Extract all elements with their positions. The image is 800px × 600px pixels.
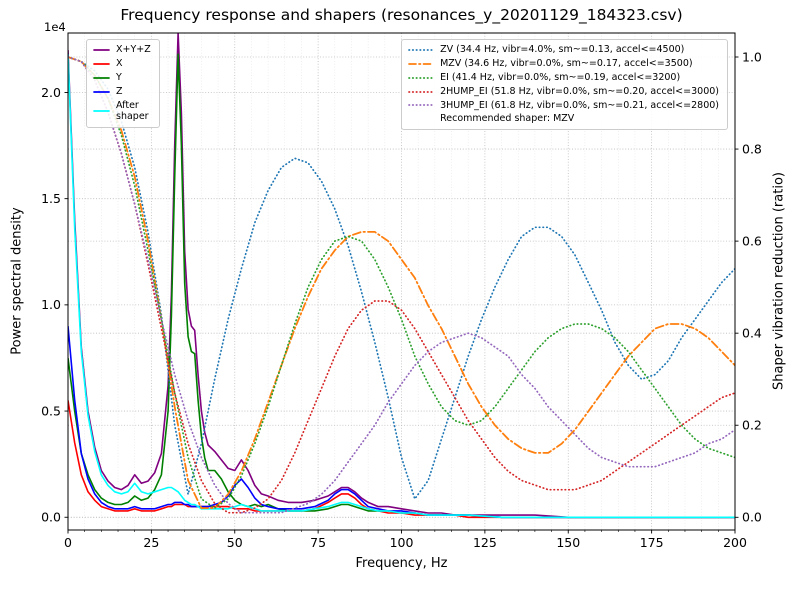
x-tick-label: 150 bbox=[556, 535, 580, 550]
dotted-line-sample bbox=[408, 104, 434, 107]
x-tick-label: 25 bbox=[143, 535, 159, 550]
psd-curve-after-shaper bbox=[68, 54, 735, 519]
y-left-tick-label: 2.0 bbox=[41, 85, 61, 100]
x-axis-label: Frequency, Hz bbox=[355, 556, 448, 571]
legend-item-2hump-ei-label: 2HUMP_EI (51.8 Hz, vibr=0.0%, sm~=0.20, … bbox=[440, 85, 719, 97]
x-tick-label: 125 bbox=[473, 535, 497, 550]
y-right-tick-label: 0.6 bbox=[742, 233, 762, 248]
legend-item-2hump-ei: 2HUMP_EI (51.8 Hz, vibr=0.0%, sm~=0.20, … bbox=[408, 86, 719, 98]
shaper-curve-3hump-ei bbox=[68, 56, 735, 514]
legend-item-3hump-ei: 3HUMP_EI (61.8 Hz, vibr=0.0%, sm~=0.21, … bbox=[408, 100, 719, 112]
legend-psd: X+Y+Z X Y Z After shaper bbox=[86, 39, 160, 129]
y-left-tick-label: 1.5 bbox=[41, 191, 61, 206]
x-tick-label: 75 bbox=[310, 535, 326, 550]
y-left-tick-label: 0.5 bbox=[41, 403, 61, 418]
dotted-line-sample bbox=[408, 90, 434, 93]
tick-labels: 0 25 50 75 100 125 150 175 200 0.0 0.5 1.0 1.5 2.0 0.0… bbox=[41, 49, 762, 550]
solid-line-sample bbox=[93, 110, 110, 113]
legend-item-y: Y bbox=[93, 72, 151, 84]
y-right-tick-label: 1.0 bbox=[742, 49, 762, 64]
legend-item-zv-label: ZV (34.4 Hz, vibr=4.0%, sm~=0.13, accel<… bbox=[440, 44, 685, 55]
y-axis-left-label: Power spectral density bbox=[9, 207, 25, 355]
legend-item-z: Z bbox=[93, 86, 151, 98]
legend-item-y-label: Y bbox=[116, 71, 122, 83]
y-right-tick-label: 0.8 bbox=[742, 141, 762, 156]
shaper-curve-2hump-ei bbox=[68, 56, 735, 514]
y-right-tick-label: 0.2 bbox=[742, 418, 762, 433]
y-axis-offset-text: 1e4 bbox=[44, 20, 66, 34]
blank-line-sample bbox=[408, 114, 434, 124]
legend-item-zv: ZV (34.4 Hz, vibr=4.0%, sm~=0.13, accel<… bbox=[408, 44, 719, 56]
legend-item-recommendation-label: Recommended shaper: MZV bbox=[440, 113, 575, 125]
x-tick-label: 175 bbox=[640, 535, 664, 550]
solid-line-sample bbox=[93, 49, 110, 51]
x-tick-label: 0 bbox=[64, 535, 72, 550]
legend-item-mzv: MZV (34.6 Hz, vibr=0.0%, sm~=0.17, accel… bbox=[408, 58, 719, 70]
x-tick-label: 50 bbox=[227, 535, 243, 550]
y-right-tick-label: 0.4 bbox=[742, 325, 762, 340]
x-tick-label: 200 bbox=[723, 535, 747, 550]
dashdot-line-sample bbox=[408, 62, 434, 65]
y-left-tick-label: 1.0 bbox=[41, 297, 61, 312]
legend-item-x-label: X bbox=[116, 57, 123, 69]
legend-item-z-label: Z bbox=[116, 85, 123, 97]
legend-item-sum: X+Y+Z bbox=[93, 44, 151, 56]
solid-line-sample bbox=[93, 62, 110, 65]
dotted-line-sample bbox=[408, 76, 434, 79]
legend-item-after-shaper-label: After shaper bbox=[116, 99, 149, 123]
shaper-curve-mzv bbox=[68, 56, 735, 509]
psd-curve-sum bbox=[68, 33, 735, 519]
legend-item-ei: EI (41.4 Hz, vibr=0.0%, sm~=0.19, accel<… bbox=[408, 72, 719, 84]
solid-line-sample bbox=[93, 76, 110, 79]
curves bbox=[68, 33, 735, 519]
y-right-tick-label: 0.0 bbox=[742, 510, 762, 525]
dotted-line-sample bbox=[408, 49, 434, 51]
y-left-tick-label: 0.0 bbox=[41, 510, 61, 525]
shaper-curve-ei bbox=[68, 56, 735, 510]
chart-title: Frequency response and shapers (resonanc… bbox=[120, 6, 683, 24]
y-axis-right-label: Shaper vibration reduction (ratio) bbox=[771, 172, 787, 390]
legend-shapers: ZV (34.4 Hz, vibr=4.0%, sm~=0.13, accel<… bbox=[401, 39, 728, 131]
legend-item-after-shaper: After shaper bbox=[93, 100, 151, 124]
legend-item-mzv-label: MZV (34.6 Hz, vibr=0.0%, sm~=0.17, accel… bbox=[440, 57, 693, 69]
legend-item-x: X bbox=[93, 58, 151, 70]
legend-item-3hump-ei-label: 3HUMP_EI (61.8 Hz, vibr=0.0%, sm~=0.21, … bbox=[440, 99, 719, 111]
legend-item-ei-label: EI (41.4 Hz, vibr=0.0%, sm~=0.19, accel<… bbox=[440, 71, 681, 83]
solid-line-sample bbox=[93, 90, 110, 93]
legend-item-sum-label: X+Y+Z bbox=[116, 44, 151, 55]
legend-item-recommendation: Recommended shaper: MZV bbox=[408, 113, 719, 125]
x-tick-label: 100 bbox=[390, 535, 414, 550]
